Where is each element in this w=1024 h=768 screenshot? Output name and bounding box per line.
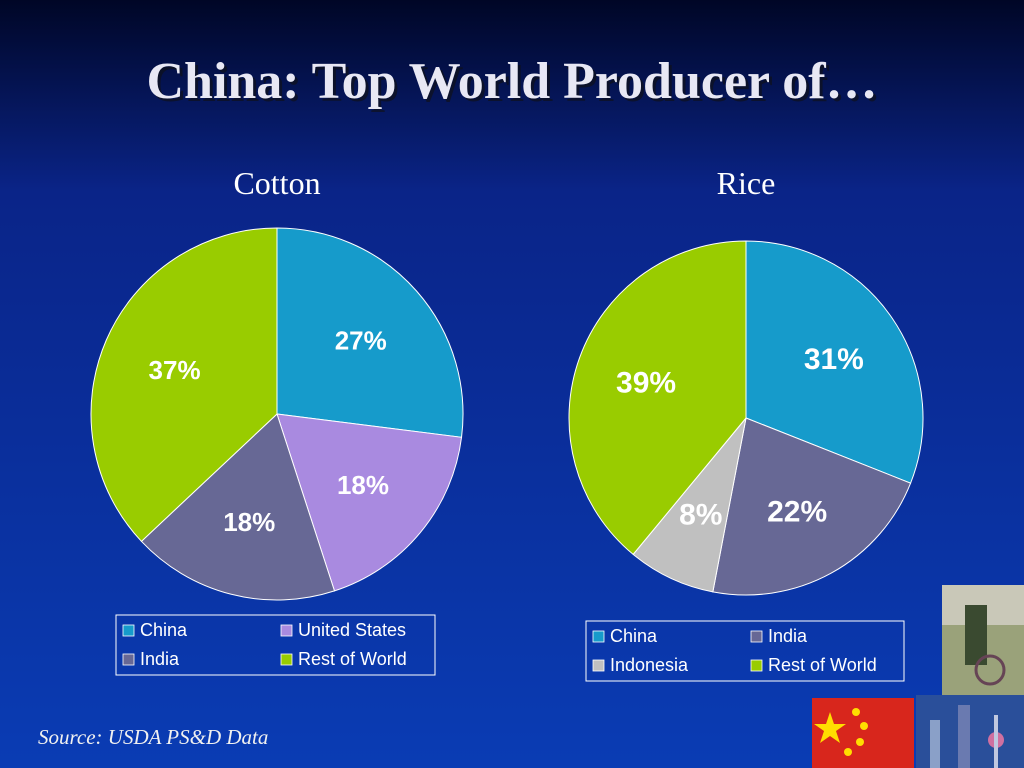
data-label: 27%	[335, 325, 387, 355]
photo-skyline	[916, 695, 1024, 768]
legend-swatch	[750, 659, 763, 672]
data-label: 18%	[223, 507, 275, 537]
pie-slice	[568, 240, 747, 556]
chart-title: Rice	[717, 165, 776, 201]
pie-slice	[140, 413, 336, 601]
pie-slice	[276, 413, 463, 592]
legend-label: China	[610, 626, 658, 646]
pie-slice	[632, 417, 747, 593]
legend-box	[585, 620, 905, 682]
chart-title: Cotton	[233, 165, 320, 201]
legend-swatch	[750, 630, 763, 643]
legend-swatch	[592, 659, 605, 672]
legend-label: China	[140, 620, 188, 640]
data-label: 31%	[804, 343, 864, 376]
pie-slice	[90, 227, 278, 543]
photo-flag	[812, 698, 914, 768]
photo-farmer	[942, 585, 1024, 695]
data-label: 18%	[337, 470, 389, 500]
source-note: Source: USDA PS&D Data	[38, 725, 268, 749]
data-label: 8%	[679, 499, 722, 532]
legend-label: Rest of World	[298, 649, 407, 669]
data-label: 22%	[767, 496, 827, 529]
legend-box	[115, 614, 436, 676]
data-label: 39%	[616, 367, 676, 400]
pie-slice	[712, 417, 912, 596]
legend-swatch	[592, 630, 605, 643]
legend-swatch	[280, 653, 293, 666]
legend-swatch	[122, 653, 135, 666]
legend-label: India	[140, 649, 180, 669]
legend-label: United States	[298, 620, 406, 640]
slide-title: China: Top World Producer of…	[146, 53, 877, 110]
data-label: 37%	[149, 355, 201, 385]
legend-label: India	[768, 626, 808, 646]
legend-label: Rest of World	[768, 655, 877, 675]
legend-swatch	[280, 624, 293, 637]
title-shadow: China: Top World Producer of…	[149, 56, 880, 113]
pie-slice	[745, 240, 924, 484]
pie-slice	[276, 227, 464, 438]
legend-swatch	[122, 624, 135, 637]
legend-label: Indonesia	[610, 655, 689, 675]
